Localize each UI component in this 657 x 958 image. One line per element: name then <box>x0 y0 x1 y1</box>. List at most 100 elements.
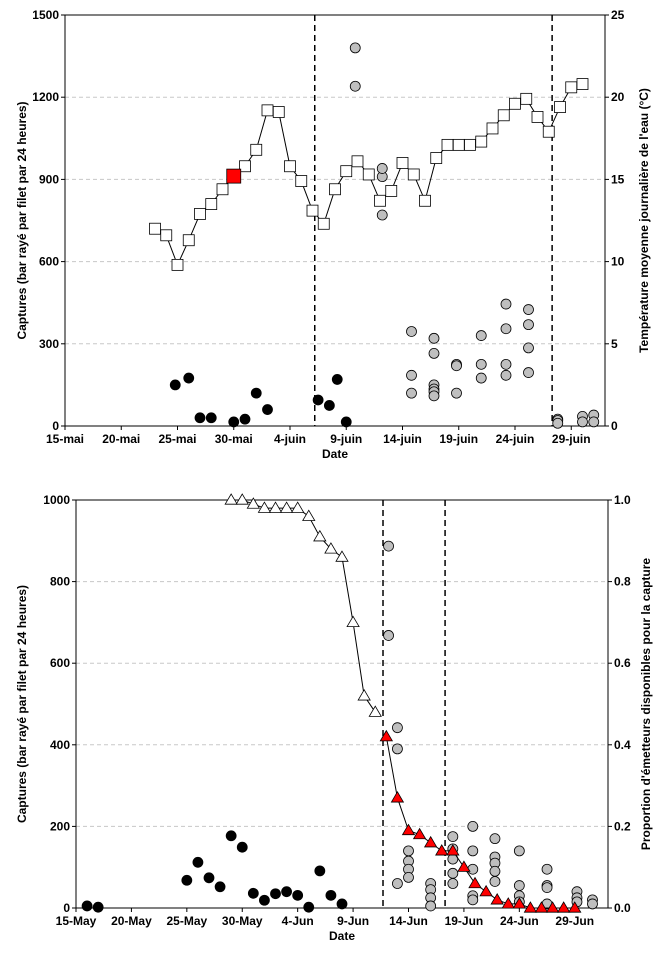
data-point <box>406 369 417 381</box>
series-line <box>231 499 376 713</box>
data-point <box>292 889 304 901</box>
y-tick-label: 1500 <box>32 8 59 22</box>
data-point <box>247 887 259 899</box>
data-point <box>314 865 326 877</box>
data-point <box>203 872 215 884</box>
data-point <box>464 138 476 151</box>
x-axis-title: Date <box>322 447 348 461</box>
x-tick-label: 19-juin <box>439 432 478 446</box>
x-tick-label: 9-Jun <box>337 914 369 928</box>
data-point <box>587 898 598 910</box>
data-point <box>302 509 316 521</box>
data-point <box>552 417 564 429</box>
data-point <box>225 830 237 842</box>
data-point <box>542 125 555 138</box>
data-point <box>92 901 104 913</box>
series-grey-circle <box>349 42 600 429</box>
data-point <box>329 183 341 196</box>
x-tick-label: 25-mai <box>158 432 196 446</box>
data-point <box>500 369 512 381</box>
data-point <box>246 497 261 509</box>
data-point <box>236 841 248 853</box>
y-tick-label: 0 <box>52 419 59 433</box>
y-tick-label: 1000 <box>43 493 70 507</box>
y2-axis-title: Température moyenne journalière de l'eau… <box>637 88 651 353</box>
data-point <box>270 888 281 900</box>
data-point <box>281 886 292 898</box>
data-point <box>259 894 270 906</box>
data-point <box>490 893 504 905</box>
y-tick-label: 0 <box>63 901 70 915</box>
x-tick-label: 14-Jun <box>389 914 428 928</box>
y-tick-label: 600 <box>39 255 59 269</box>
data-point <box>257 501 272 513</box>
data-point <box>479 884 493 897</box>
x-tick-label: 20-May <box>111 914 152 928</box>
data-point <box>406 387 417 399</box>
data-point <box>468 876 482 889</box>
data-point <box>368 705 382 717</box>
data-point <box>497 109 510 122</box>
data-point <box>475 135 488 148</box>
x-axis-title: Date <box>329 929 355 943</box>
x-tick-label: 24-juin <box>496 432 535 446</box>
chart-1: 0 300 600 900 1200 1500 0 5 10 15 20 25 15-mai 20-mai… <box>15 8 651 461</box>
y2-tick-label: 20 <box>611 90 625 104</box>
y-tick-label: 200 <box>50 819 70 833</box>
data-point <box>441 138 454 151</box>
y-tick-label: 400 <box>50 738 70 752</box>
x-tick-label: 15-mai <box>46 432 84 446</box>
x-tick-label: 30-May <box>222 914 263 928</box>
data-point <box>182 234 195 247</box>
data-point <box>262 404 273 415</box>
data-point <box>349 42 361 54</box>
data-point <box>554 101 566 113</box>
data-point <box>523 342 534 354</box>
data-point <box>428 347 440 359</box>
data-point <box>588 416 600 428</box>
data-point <box>467 821 479 832</box>
data-point <box>383 540 394 552</box>
series-black-circle <box>169 372 352 428</box>
series-red-triangle-line <box>379 729 582 913</box>
data-point <box>390 791 405 803</box>
data-point <box>325 889 337 901</box>
data-point <box>312 394 324 406</box>
data-point <box>392 722 403 734</box>
data-point <box>313 529 327 542</box>
data-point <box>457 860 471 872</box>
data-point <box>489 833 501 845</box>
series-open-triangle-line <box>224 493 382 717</box>
y-axis-title: Captures (bar rayé par filet par 24 heur… <box>15 585 29 823</box>
data-point <box>577 416 588 428</box>
data-point <box>171 258 184 271</box>
data-point <box>467 894 479 906</box>
x-tick-label: 15-May <box>56 914 97 928</box>
data-point <box>500 358 512 370</box>
x-tick-label: 20-mai <box>102 432 140 446</box>
data-point <box>317 217 330 230</box>
data-point <box>379 729 394 742</box>
data-point <box>452 138 465 151</box>
data-point <box>81 900 93 912</box>
data-point <box>447 878 459 889</box>
data-point <box>451 387 462 399</box>
data-point <box>336 898 348 910</box>
y2-tick-label: 10 <box>611 255 625 269</box>
data-point <box>250 143 263 156</box>
data-point <box>306 204 319 217</box>
data-point <box>324 542 338 554</box>
data-point <box>323 400 335 411</box>
data-point <box>500 323 512 335</box>
x-tick-label: 30-mai <box>215 432 253 446</box>
data-point <box>346 615 360 627</box>
data-point <box>250 387 262 399</box>
x-tick-label: 29-juin <box>552 432 591 446</box>
data-point <box>383 630 394 641</box>
data-point <box>362 168 375 181</box>
y2-axis-title: Proportion d'émetteurs disponibles pour … <box>639 558 653 851</box>
y2-tick-label: 0 <box>611 419 618 433</box>
data-point <box>205 198 218 210</box>
data-point <box>403 845 414 857</box>
